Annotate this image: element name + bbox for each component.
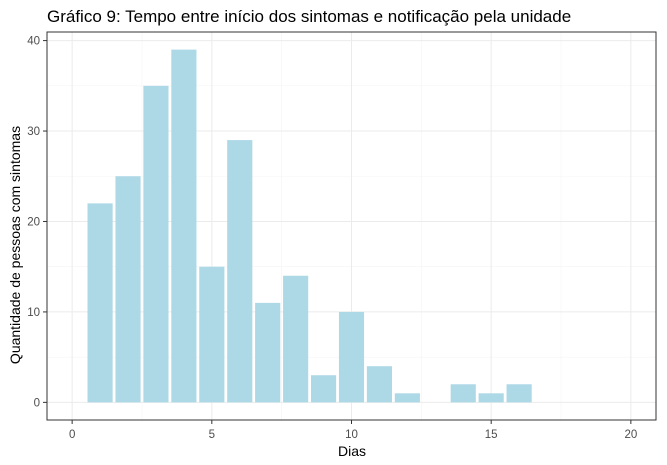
bar-day-5 (199, 266, 225, 403)
x-axis: 0 5 10 15 20 (69, 420, 637, 441)
bar-day-2 (115, 176, 141, 403)
bar-day-9 (310, 375, 337, 403)
x-tick-label: 10 (345, 429, 358, 441)
bar-day-3 (143, 85, 169, 403)
bar-day-7 (255, 302, 281, 403)
bar-day-4 (171, 49, 197, 403)
y-axis-label: Quantidade de pessoas com sintomas (7, 126, 23, 364)
x-tick-label: 20 (624, 429, 637, 441)
bars (87, 49, 532, 403)
x-tick-label: 0 (69, 429, 75, 441)
y-axis: 0 10 20 30 40 (27, 36, 47, 409)
x-tick-label: 5 (209, 429, 215, 441)
bar-day-1 (87, 203, 113, 403)
x-tick-label: 15 (485, 429, 498, 441)
bar-day-6 (227, 140, 253, 403)
y-tick-label: 10 (27, 307, 40, 319)
bar-day-16 (506, 384, 532, 403)
chart-title: Gráfico 9: Tempo entre início dos sintom… (47, 7, 571, 26)
bar-day-8 (283, 275, 309, 403)
bar-day-14 (450, 384, 476, 403)
bar-day-15 (478, 393, 504, 403)
bar-day-12 (394, 393, 420, 403)
y-tick-label: 0 (34, 397, 40, 409)
x-axis-label: Dias (338, 443, 366, 459)
y-tick-label: 20 (27, 216, 40, 228)
y-tick-label: 30 (27, 126, 40, 138)
bar-day-10 (338, 311, 365, 403)
y-tick-label: 40 (27, 36, 40, 48)
bar-day-11 (366, 366, 393, 403)
